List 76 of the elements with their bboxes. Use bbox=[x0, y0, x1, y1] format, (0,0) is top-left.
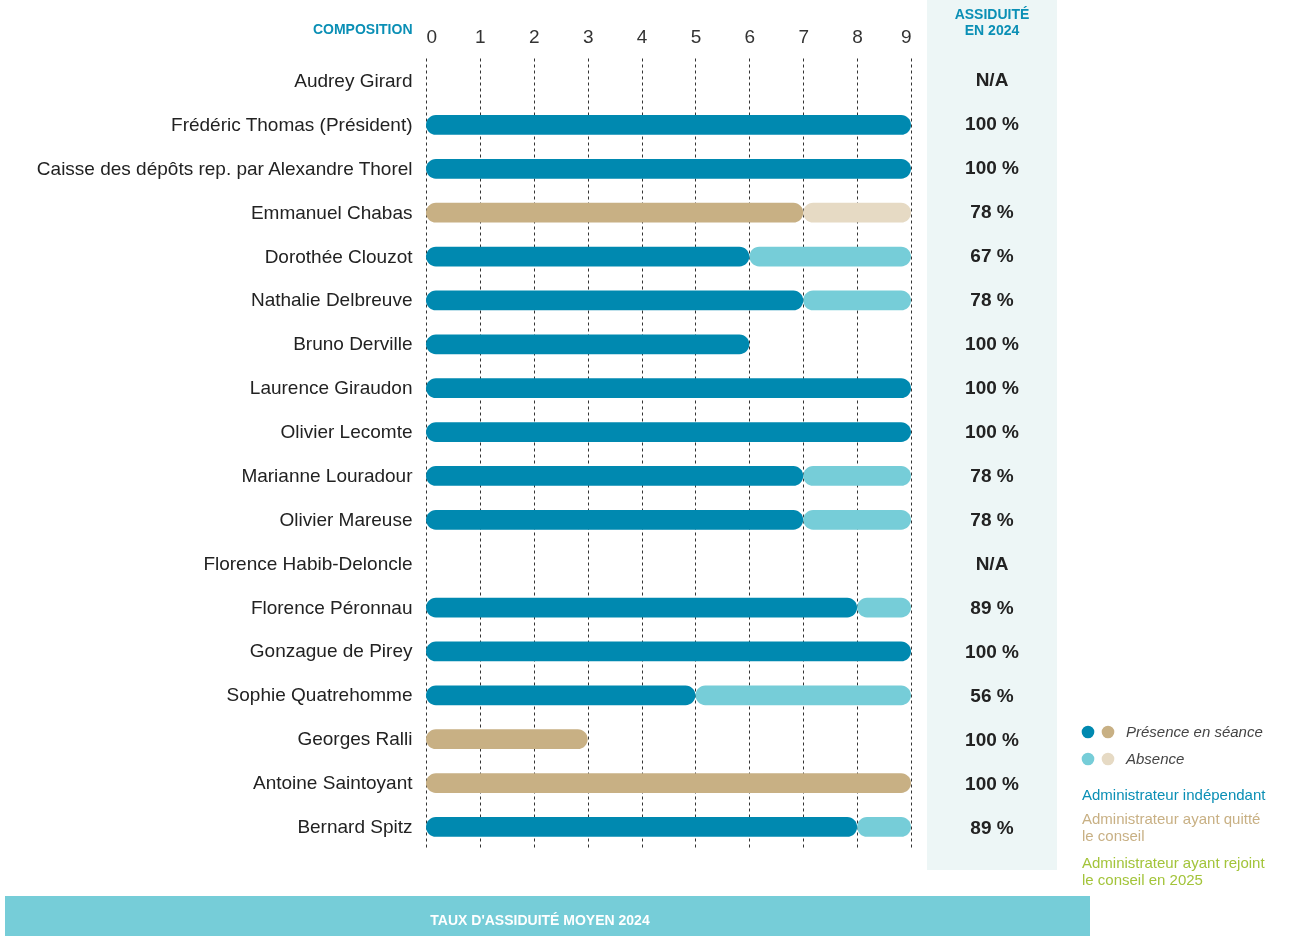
y-tick-label: Frédéric Thomas (Président) bbox=[171, 113, 413, 135]
bar bbox=[695, 685, 911, 706]
bar bbox=[803, 509, 911, 530]
bar bbox=[803, 202, 911, 223]
text: Administrateur indépendant bbox=[1082, 786, 1267, 803]
y-tick-label: Audrey Girard bbox=[294, 70, 413, 92]
x-tick-label: 7 bbox=[798, 25, 810, 47]
bar bbox=[426, 290, 804, 311]
y-tick-label: Olivier Lecomte bbox=[280, 421, 413, 443]
y-tick-label: Nathalie Delbreuve bbox=[250, 289, 413, 311]
bar bbox=[426, 597, 858, 618]
bar bbox=[426, 115, 911, 135]
y-tick-label: Florence Péronnau bbox=[250, 596, 413, 618]
y-tick-label: Caisse des dépôts rep. par Alexandre Thorel bbox=[36, 157, 413, 179]
x-tick-label: 1 bbox=[475, 25, 486, 47]
text: 67 % bbox=[970, 245, 1014, 266]
text: N/A bbox=[975, 69, 1009, 90]
text: 100 % bbox=[965, 333, 1020, 354]
bar bbox=[426, 202, 804, 223]
text: 78 % bbox=[970, 201, 1014, 222]
bar bbox=[426, 422, 911, 442]
text: Administrateur ayant rejoint le conseil en 2025 bbox=[1082, 854, 1266, 888]
text: 56 % bbox=[970, 685, 1014, 706]
y-tick-label: Florence Habib-Deloncle bbox=[203, 552, 413, 574]
y-tick-label: Antoine Saintoyant bbox=[252, 772, 414, 794]
y-tick-label: Gonzague de Pirey bbox=[249, 640, 413, 662]
text: ASSIDUITÉ EN 2024 bbox=[954, 6, 1030, 38]
legend-label: Absence bbox=[1125, 750, 1185, 767]
text: Administrateur ayant quitté le conseil bbox=[1082, 810, 1261, 844]
bar bbox=[426, 334, 750, 355]
y-tick-label: Emmanuel Chabas bbox=[250, 201, 413, 223]
x-tick-label: 5 bbox=[690, 25, 702, 47]
text: N/A bbox=[975, 553, 1009, 574]
bar bbox=[803, 290, 911, 311]
bar bbox=[426, 466, 804, 486]
y-tick-label: Bruno Derville bbox=[293, 333, 413, 355]
y-tick-label: Olivier Mareuse bbox=[279, 508, 413, 530]
bar bbox=[426, 158, 911, 179]
bar bbox=[426, 641, 911, 662]
bar bbox=[749, 246, 911, 267]
text: 100 % bbox=[965, 641, 1020, 662]
y-tick-label: Marianne Louradour bbox=[241, 464, 414, 486]
x-tick-label: 3 bbox=[582, 25, 594, 47]
bar bbox=[426, 773, 911, 793]
bar bbox=[803, 466, 911, 486]
text: 78 % bbox=[970, 509, 1014, 530]
text: 100 % bbox=[965, 157, 1020, 178]
legend-label: Présence en séance bbox=[1126, 723, 1263, 740]
text: 100 % bbox=[965, 113, 1020, 134]
x-tick-label: 0 bbox=[426, 25, 438, 47]
text: 100 % bbox=[965, 773, 1020, 794]
bar bbox=[426, 509, 804, 530]
x-tick-label: 6 bbox=[744, 25, 756, 47]
text: 100 % bbox=[965, 377, 1020, 398]
bar bbox=[426, 378, 911, 399]
bar bbox=[426, 729, 588, 750]
text: 89 % bbox=[970, 597, 1014, 618]
text: 100 % bbox=[965, 729, 1020, 750]
text: 78 % bbox=[970, 465, 1014, 486]
y-tick-label: Laurence Giraudon bbox=[249, 377, 413, 399]
bar bbox=[426, 817, 858, 837]
bar bbox=[426, 246, 750, 267]
y-axis-title: COMPOSITION bbox=[312, 20, 413, 37]
text: TAUX D'ASSIDUITÉ MOYEN 2024 bbox=[430, 912, 650, 928]
x-tick-label: 8 bbox=[852, 25, 863, 47]
y-tick-label: Dorothée Clouzot bbox=[264, 245, 414, 267]
x-tick-label: 4 bbox=[636, 25, 648, 47]
y-tick-label: Georges Ralli bbox=[297, 728, 413, 750]
x-tick-label: 2 bbox=[528, 25, 540, 47]
text: 89 % bbox=[970, 817, 1014, 838]
y-tick-label: Sophie Quatrehomme bbox=[226, 684, 413, 706]
text: 78 % bbox=[970, 289, 1014, 310]
x-tick-label: 9 bbox=[900, 25, 912, 47]
bar bbox=[426, 685, 696, 706]
y-tick-label: Bernard Spitz bbox=[297, 815, 413, 837]
text: 100 % bbox=[965, 421, 1020, 442]
